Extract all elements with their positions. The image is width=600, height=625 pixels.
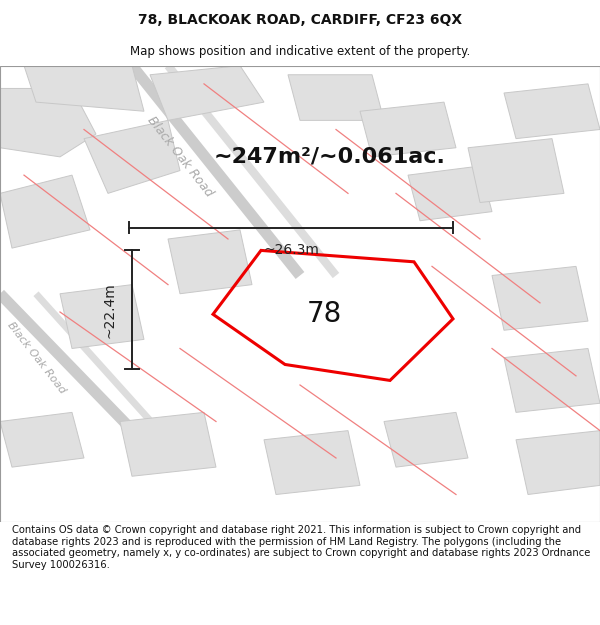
Text: Black Oak Road: Black Oak Road <box>145 114 215 199</box>
Polygon shape <box>504 84 600 139</box>
Polygon shape <box>384 412 468 467</box>
Polygon shape <box>408 166 492 221</box>
Polygon shape <box>264 431 360 494</box>
Polygon shape <box>0 88 96 157</box>
Polygon shape <box>60 284 144 349</box>
Polygon shape <box>84 121 180 193</box>
Polygon shape <box>0 175 90 248</box>
Text: Contains OS data © Crown copyright and database right 2021. This information is : Contains OS data © Crown copyright and d… <box>12 525 590 570</box>
Text: Black Oak Road: Black Oak Road <box>5 320 67 396</box>
Polygon shape <box>120 412 216 476</box>
Polygon shape <box>492 266 588 330</box>
Polygon shape <box>360 102 456 157</box>
Polygon shape <box>516 431 600 494</box>
Polygon shape <box>288 75 384 121</box>
Polygon shape <box>150 66 264 121</box>
Polygon shape <box>0 412 84 467</box>
Polygon shape <box>504 349 600 413</box>
Text: 78: 78 <box>307 300 341 328</box>
Text: ~26.3m: ~26.3m <box>263 243 319 258</box>
Polygon shape <box>168 230 252 294</box>
Polygon shape <box>24 66 144 111</box>
Polygon shape <box>468 139 564 202</box>
Text: 78, BLACKOAK ROAD, CARDIFF, CF23 6QX: 78, BLACKOAK ROAD, CARDIFF, CF23 6QX <box>138 12 462 27</box>
Text: Map shows position and indicative extent of the property.: Map shows position and indicative extent… <box>130 45 470 58</box>
Text: ~247m²/~0.061ac.: ~247m²/~0.061ac. <box>214 147 446 167</box>
Text: ~22.4m: ~22.4m <box>102 282 116 338</box>
